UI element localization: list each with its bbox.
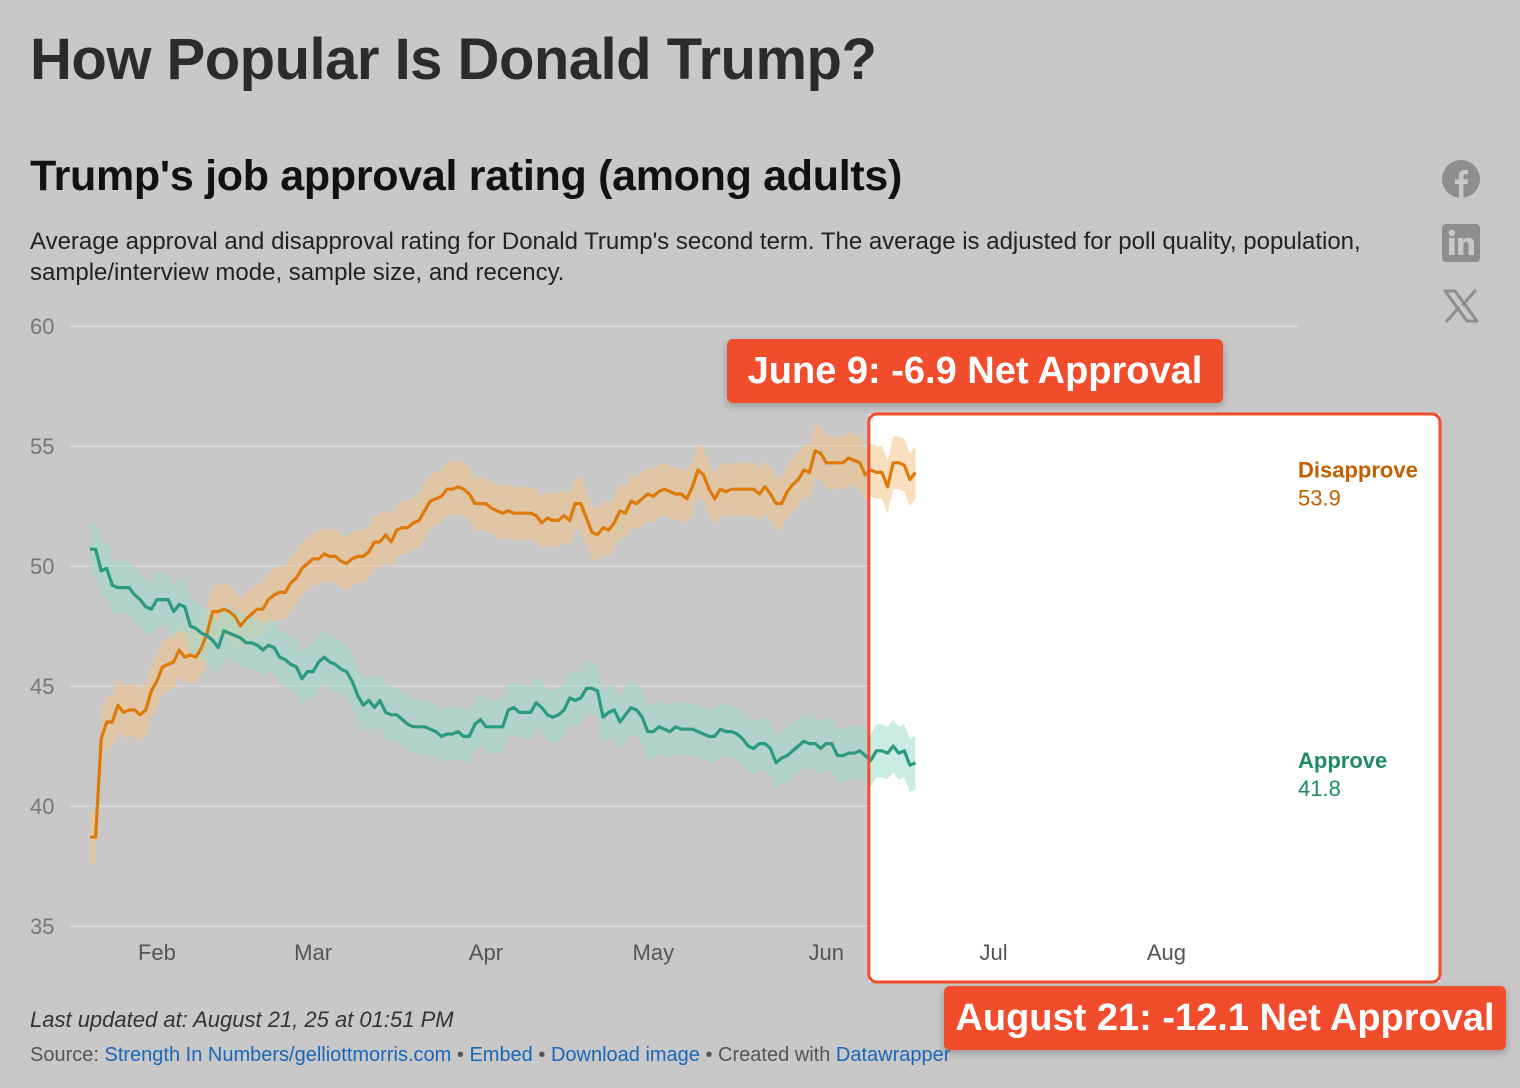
- x-tick-label: Jun: [808, 940, 843, 965]
- disapprove-series-label: Disapprove: [1298, 457, 1418, 482]
- source-line: Source: Strength In Numbers/gelliottmorr…: [30, 1044, 950, 1067]
- disapprove-end-value: 53.9: [1298, 485, 1341, 510]
- approve-confidence-band: [90, 522, 916, 792]
- approve-end-value: 41.8: [1298, 776, 1341, 801]
- x-tick-label: Jul: [979, 940, 1007, 965]
- separator: •: [538, 1044, 546, 1066]
- approve-series-label: Approve: [1298, 748, 1387, 773]
- chart-description: Average approval and disapproval rating …: [30, 228, 1361, 286]
- x-tick-label: Feb: [138, 940, 176, 965]
- download-image-link[interactable]: Download image: [550, 1044, 700, 1066]
- y-tick-label: 55: [30, 434, 54, 459]
- page-title: How Popular Is Donald Trump?: [30, 27, 877, 92]
- separator: •: [456, 1044, 464, 1066]
- x-tick-label: Mar: [294, 940, 332, 965]
- created-with-text: • Created with: [705, 1044, 831, 1066]
- approve-line: [90, 547, 917, 767]
- highlight-border: [867, 412, 1442, 984]
- disapprove-line: [90, 449, 917, 839]
- y-tick-label: 40: [30, 794, 54, 819]
- x-tick-label: Apr: [469, 940, 503, 965]
- y-tick-label: 50: [30, 554, 54, 579]
- y-tick-label: 60: [30, 314, 54, 339]
- source-link[interactable]: Strength In Numbers/gelliottmorris.com: [104, 1044, 452, 1066]
- last-updated: Last updated at: August 21, 25 at 01:51 …: [30, 1007, 454, 1032]
- x-icon[interactable]: [1442, 287, 1480, 325]
- annotation-june: June 9: -6.9 Net Approval: [727, 339, 1223, 403]
- embed-link[interactable]: Embed: [469, 1044, 533, 1066]
- y-tick-label: 35: [30, 914, 54, 939]
- x-tick-label: May: [633, 940, 675, 965]
- source-label: Source:: [30, 1044, 99, 1066]
- linkedin-icon[interactable]: [1442, 224, 1480, 262]
- x-tick-label: Aug: [1147, 940, 1186, 965]
- facebook-icon[interactable]: [1442, 160, 1480, 198]
- annotation-august: August 21: -12.1 Net Approval: [944, 986, 1506, 1050]
- highlight-region: [868, 414, 1440, 982]
- y-tick-label: 45: [30, 674, 54, 699]
- datawrapper-link[interactable]: Datawrapper: [835, 1044, 951, 1066]
- chart-title: Trump's job approval rating (among adult…: [30, 152, 903, 200]
